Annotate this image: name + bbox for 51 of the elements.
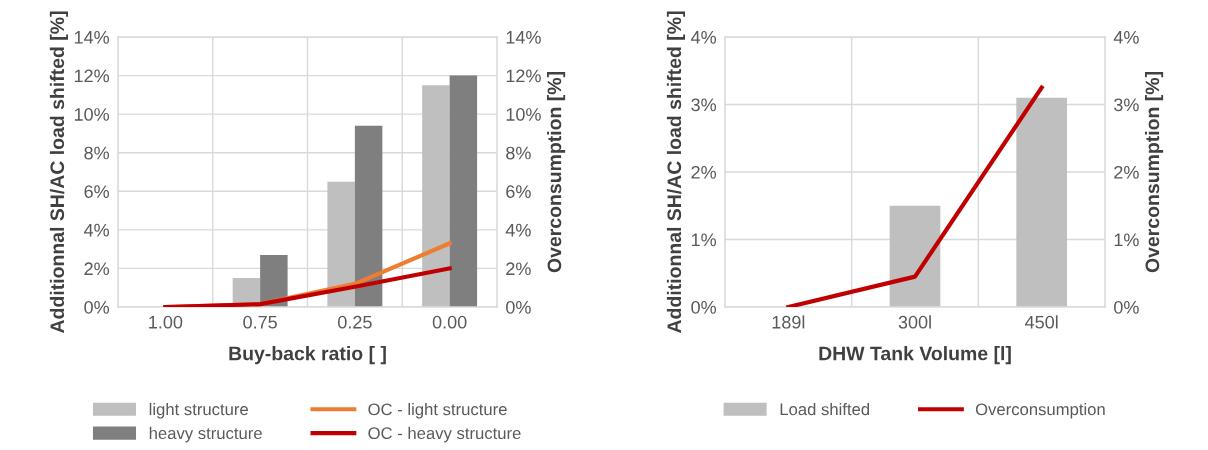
bar [354,125,383,307]
y2-tick-label: 6% [506,185,531,199]
x-tick-label: 0.00 [432,315,467,329]
x-tick-label: 0.25 [338,315,372,329]
legend-label: OC - heavy structure [368,426,521,443]
y2-tick-label: 4% [1113,31,1139,44]
y-axis-title: Additionnal SH/AC load shifted [%] [666,11,686,333]
y-tick-label: 1% [691,233,717,247]
legend-label: OC - light structure [368,403,507,419]
legend-label: light structure [149,403,248,419]
y2-tick-label: 0% [1114,300,1139,314]
y2-axis-title: Overconsumption [%] [547,72,566,273]
y2-tick-label: 1% [1114,233,1139,247]
y-tick-label: 0% [691,300,717,314]
x-axis-title: Buy-back ratio [ ] [229,346,386,365]
y2-tick-label: 8% [506,146,531,160]
y-axis-title: Additionnal SH/AC load shifted [%] [49,11,68,333]
y2-tick-label: 14% [506,31,541,44]
y-tick-label: 12% [74,69,110,83]
y-tick-label: 6% [84,185,110,199]
y-tick-label: 3% [691,98,717,112]
x-tick-label: 1.00 [149,315,183,329]
y2-tick-label: 3% [1114,98,1139,112]
y2-tick-label: 0% [506,300,531,314]
y-tick-label: 2% [691,165,717,179]
bar [422,85,450,307]
legend-label: Load shifted [780,403,870,416]
bar [260,254,288,307]
legend-label: heavy structure [149,426,262,443]
bar [327,181,355,307]
bar [449,75,478,307]
x-tick-label: 450l [1025,315,1058,329]
y-tick-label: 14% [74,31,110,44]
x-tick-label: 189l [772,315,805,329]
x-tick-label: 0.75 [243,315,277,329]
y2-axis-title: Overconsumption [%] [1144,72,1164,273]
legend-label: Overconsumption [975,403,1105,419]
line-series [163,266,452,307]
y-tick-label: 4% [690,31,717,44]
y-tick-label: 2% [84,262,110,276]
y2-tick-label: 2% [1114,165,1139,179]
y2-tick-label: 2% [506,262,531,276]
y2-tick-label: 4% [505,223,531,237]
y2-tick-label: 12% [506,69,541,83]
y-tick-label: 0% [84,300,110,314]
y-tick-label: 10% [74,108,110,121]
x-axis-title: DHW Tank Volume [l] [819,346,1011,365]
y-tick-label: 8% [84,146,110,160]
y2-tick-label: 10% [506,108,541,121]
y-tick-label: 4% [83,223,110,237]
x-tick-label: 300l [898,315,931,329]
